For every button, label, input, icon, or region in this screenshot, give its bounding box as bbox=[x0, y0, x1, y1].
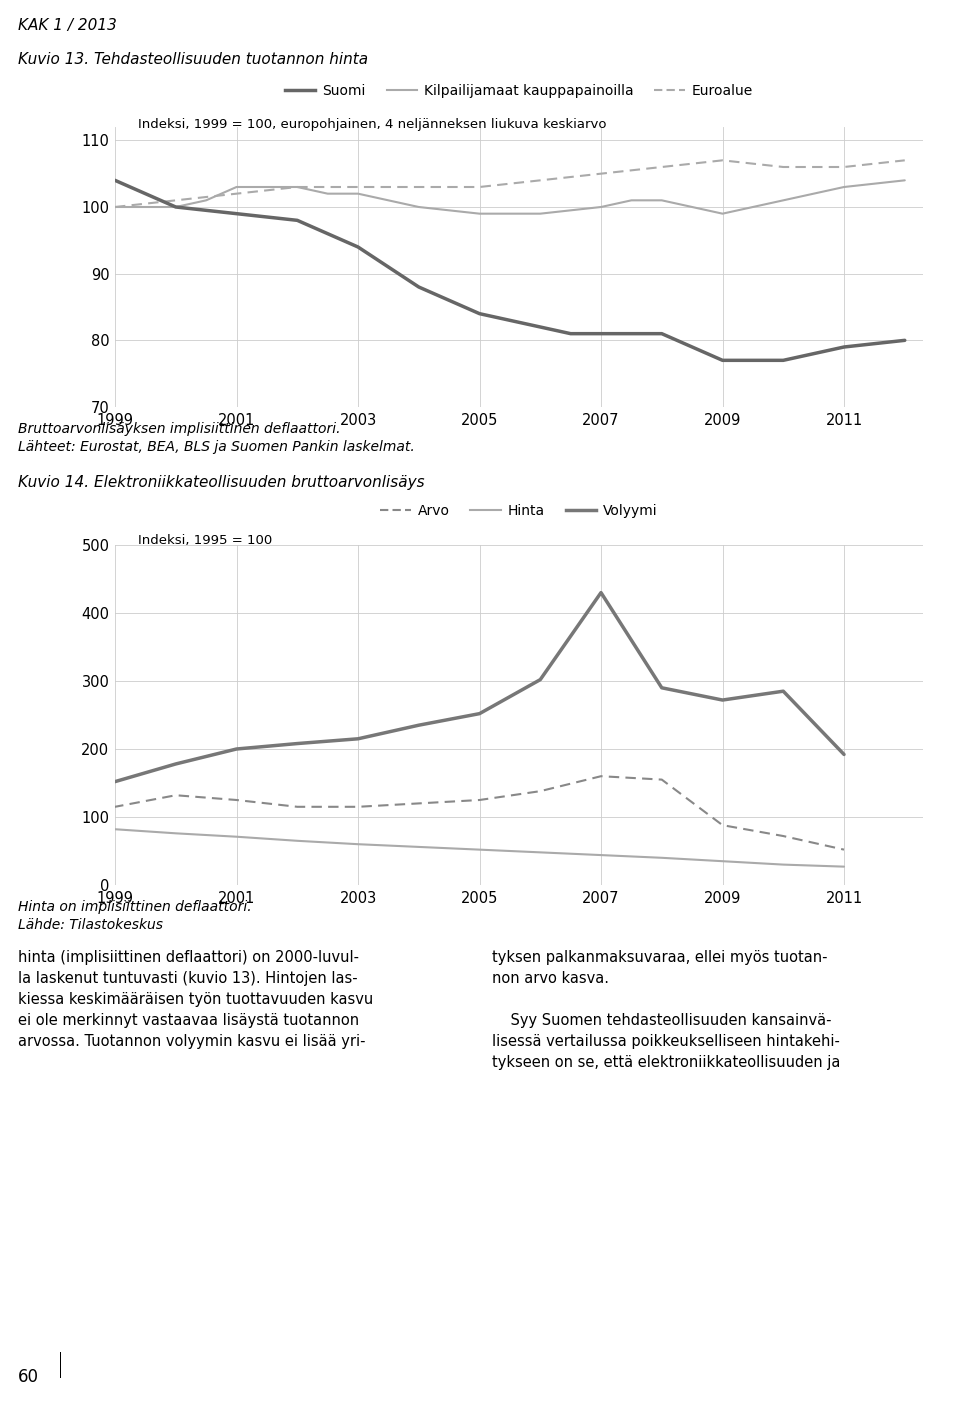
Text: kiessa keskimääräisen työn tuottavuuden kasvu: kiessa keskimääräisen työn tuottavuuden … bbox=[18, 993, 373, 1007]
Text: Indeksi, 1995 = 100: Indeksi, 1995 = 100 bbox=[138, 534, 273, 546]
Text: ei ole merkinnyt vastaavaa lisäystä tuotannon: ei ole merkinnyt vastaavaa lisäystä tuot… bbox=[18, 1012, 359, 1028]
Legend: Suomi, Kilpailijamaat kauppapainoilla, Euroalue: Suomi, Kilpailijamaat kauppapainoilla, E… bbox=[285, 84, 754, 99]
Text: KAK 1 / 2013: KAK 1 / 2013 bbox=[18, 18, 117, 32]
Text: arvossa. Tuotannon volyymin kasvu ei lisää yri-: arvossa. Tuotannon volyymin kasvu ei lis… bbox=[18, 1033, 366, 1049]
Text: Indeksi, 1999 = 100, europohjainen, 4 neljänneksen liukuva keskiarvo: Indeksi, 1999 = 100, europohjainen, 4 ne… bbox=[138, 118, 607, 131]
Text: Lähteet: Eurostat, BEA, BLS ja Suomen Pankin laskelmat.: Lähteet: Eurostat, BEA, BLS ja Suomen Pa… bbox=[18, 439, 415, 453]
Text: Kuvio 13. Tehdasteollisuuden tuotannon hinta: Kuvio 13. Tehdasteollisuuden tuotannon h… bbox=[18, 52, 368, 68]
Legend: Arvo, Hinta, Volyymi: Arvo, Hinta, Volyymi bbox=[380, 504, 658, 518]
Text: Kuvio 14. Elektroniikkateollisuuden bruttoarvonlisäys: Kuvio 14. Elektroniikkateollisuuden brut… bbox=[18, 474, 424, 490]
Text: Syy Suomen tehdasteollisuuden kansainvä-: Syy Suomen tehdasteollisuuden kansainvä- bbox=[492, 1012, 831, 1028]
Text: Bruttoarvonlisäyksen implisiittinen deflaattori.: Bruttoarvonlisäyksen implisiittinen defl… bbox=[18, 422, 341, 436]
Text: Hinta on implisiittinen deflaattori.: Hinta on implisiittinen deflaattori. bbox=[18, 900, 252, 914]
Text: tyksen palkanmaksuvaraa, ellei myös tuotan-: tyksen palkanmaksuvaraa, ellei myös tuot… bbox=[492, 950, 828, 964]
Text: hinta (implisiittinen deflaattori) on 2000-luvul-: hinta (implisiittinen deflaattori) on 20… bbox=[18, 950, 359, 964]
Text: 60: 60 bbox=[18, 1369, 39, 1385]
Text: la laskenut tuntuvasti (kuvio 13). Hintojen las-: la laskenut tuntuvasti (kuvio 13). Hinto… bbox=[18, 972, 358, 986]
Text: Lähde: Tilastokeskus: Lähde: Tilastokeskus bbox=[18, 918, 163, 932]
Text: non arvo kasva.: non arvo kasva. bbox=[492, 972, 609, 986]
Text: tykseen on se, että elektroniikkateollisuuden ja: tykseen on se, että elektroniikkateollis… bbox=[492, 1055, 840, 1070]
Text: lisessä vertailussa poikkeukselliseen hintakehi-: lisessä vertailussa poikkeukselliseen hi… bbox=[492, 1033, 840, 1049]
